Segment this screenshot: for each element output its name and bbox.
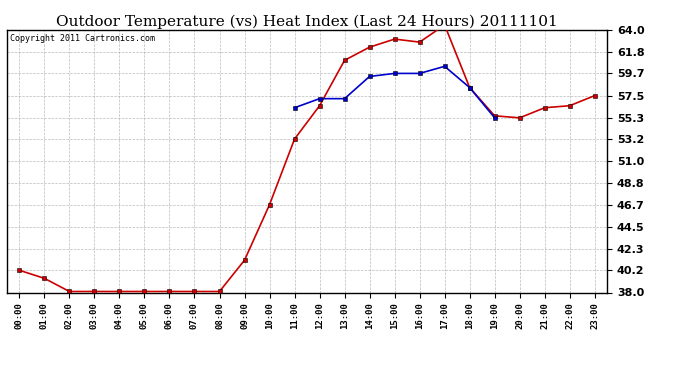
Title: Outdoor Temperature (vs) Heat Index (Last 24 Hours) 20111101: Outdoor Temperature (vs) Heat Index (Las…	[56, 15, 558, 29]
Text: Copyright 2011 Cartronics.com: Copyright 2011 Cartronics.com	[10, 34, 155, 43]
